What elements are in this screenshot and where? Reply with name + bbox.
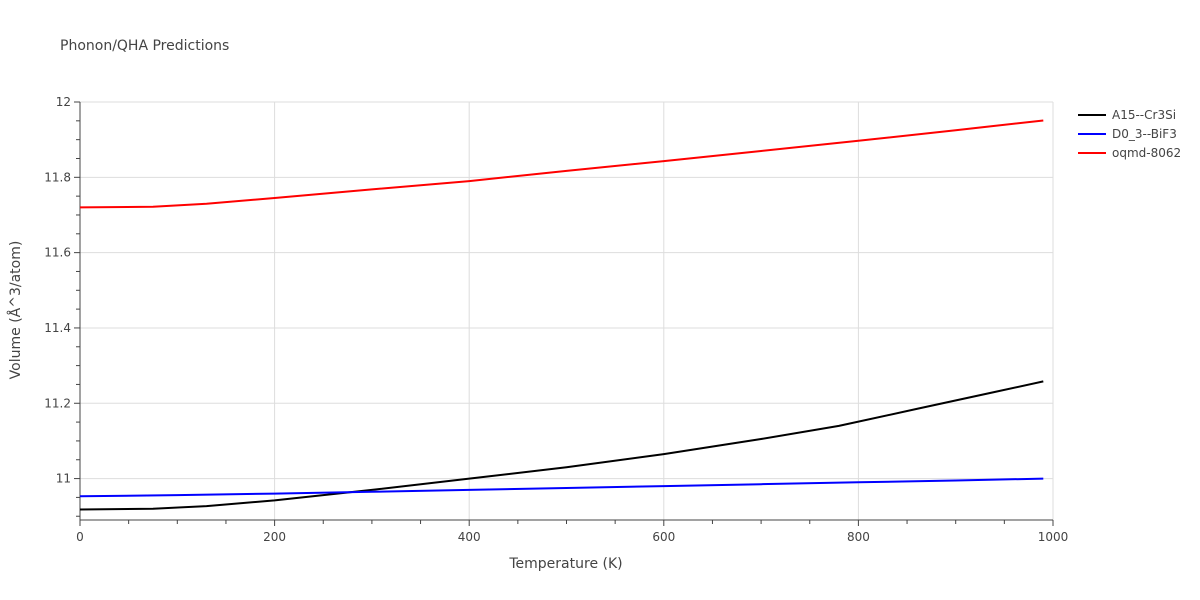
series-layer — [79, 119, 1044, 511]
series-line-oqmd-8062 — [79, 119, 1044, 209]
x-tick-label: 600 — [652, 530, 675, 544]
legend-item[interactable]: A15--Cr3Si — [1078, 108, 1176, 122]
y-tick-label: 11.6 — [44, 246, 71, 260]
legend[interactable]: A15--Cr3Si D0_3--BiF3 oqmd-8062 — [1078, 108, 1181, 160]
y-tick-label: 11 — [56, 472, 71, 486]
y-tick-label: 11.2 — [44, 396, 71, 410]
chart-title: Phonon/QHA Predictions — [60, 38, 229, 54]
x-tick-label: 0 — [76, 530, 84, 544]
x-tick-label: 1000 — [1038, 530, 1069, 544]
legend-item[interactable]: oqmd-8062 — [1078, 146, 1181, 160]
y-tick-label: 12 — [56, 95, 71, 109]
grid-layer — [80, 101, 1054, 520]
y-tick-label: 11.8 — [44, 170, 71, 184]
x-axis-title: Temperature (K) — [508, 556, 622, 572]
x-tick-label: 400 — [458, 530, 481, 544]
legend-item[interactable]: D0_3--BiF3 — [1078, 127, 1177, 141]
series-line-A15--Cr3Si — [79, 380, 1044, 511]
legend-label: D0_3--BiF3 — [1112, 127, 1177, 141]
axis-layer: 0 200 400 600 800 1000 11 11.2 11.4 11.6 11.8 12 — [44, 95, 1068, 544]
x-tick-label: 800 — [847, 530, 870, 544]
legend-label: oqmd-8062 — [1112, 146, 1181, 160]
series-line-D0_3--BiF3 — [79, 477, 1044, 498]
y-tick-label: 11.4 — [44, 321, 71, 335]
x-tick-label: 200 — [263, 530, 286, 544]
y-axis-title: Volume (Å^3/atom) — [7, 241, 24, 380]
legend-label: A15--Cr3Si — [1112, 108, 1176, 122]
